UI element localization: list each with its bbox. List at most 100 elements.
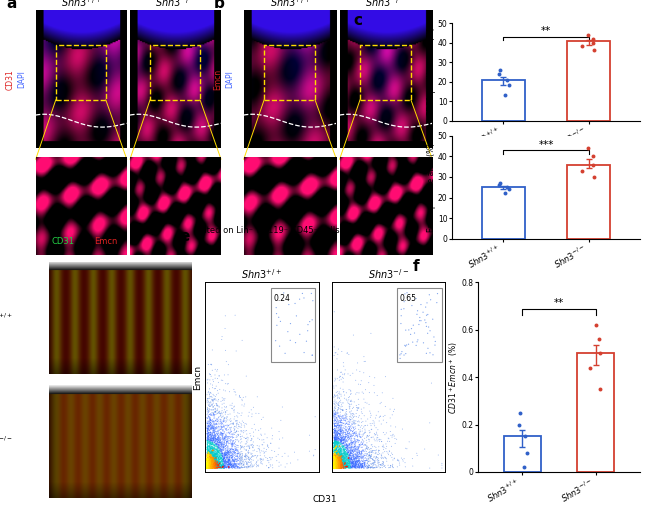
Point [354, 437, 365, 445]
Point [335, 452, 345, 460]
Point [334, 458, 345, 466]
Point [213, 451, 224, 459]
Point [332, 459, 343, 467]
Point [350, 459, 361, 467]
Point [207, 424, 217, 432]
Point [339, 461, 350, 469]
Point [216, 436, 226, 444]
Point [347, 456, 358, 464]
Point [329, 462, 339, 470]
Point [350, 439, 361, 447]
Point [206, 463, 216, 471]
Point [329, 443, 339, 451]
Point [330, 423, 341, 431]
Point [333, 400, 343, 408]
Point [205, 440, 216, 448]
Point [205, 455, 215, 463]
Point [202, 461, 213, 469]
Point [215, 463, 226, 471]
Point [331, 458, 341, 466]
Point [202, 407, 213, 415]
Point [215, 460, 226, 468]
Point [227, 461, 238, 469]
Point [205, 428, 216, 436]
Point [349, 461, 359, 469]
Point [202, 455, 213, 463]
Point [280, 449, 290, 458]
Point [387, 433, 397, 441]
Point [340, 447, 350, 456]
Point [208, 446, 218, 455]
Point [387, 462, 398, 470]
Point [203, 456, 213, 464]
Point [210, 405, 220, 413]
Point [333, 439, 344, 447]
Point [228, 452, 239, 461]
Point [356, 461, 367, 469]
Point [222, 449, 232, 458]
Point [333, 429, 343, 437]
Point [333, 418, 343, 426]
Point [230, 460, 240, 468]
Point [215, 459, 226, 467]
Point [336, 460, 346, 468]
Point [234, 464, 244, 472]
Point [348, 461, 358, 469]
Point [202, 456, 213, 464]
Point [356, 449, 366, 457]
Point [342, 452, 352, 461]
Point [332, 464, 342, 472]
Point [331, 460, 341, 468]
Point [332, 463, 342, 471]
Point [330, 451, 340, 459]
Point [207, 417, 217, 425]
Point [331, 422, 341, 430]
Point [335, 443, 345, 451]
Point [385, 431, 396, 440]
Point [207, 455, 217, 463]
Point [337, 461, 347, 469]
Point [214, 454, 224, 462]
Point [213, 431, 224, 440]
Point [347, 409, 358, 418]
Point [204, 458, 214, 466]
Point [333, 447, 343, 455]
Point [336, 428, 346, 436]
Point [226, 454, 237, 462]
Point [348, 450, 358, 458]
Point [206, 462, 216, 470]
Point [333, 447, 343, 456]
Point [218, 461, 228, 469]
Point [333, 461, 343, 469]
Point [250, 451, 261, 460]
Point [209, 454, 220, 462]
Point [203, 462, 213, 470]
Point [203, 460, 214, 468]
Point [204, 461, 214, 469]
Point [213, 448, 224, 456]
Point [330, 403, 340, 411]
Point [332, 462, 343, 470]
Point [224, 463, 234, 471]
Point [203, 461, 214, 469]
Point [220, 439, 230, 447]
Point [224, 456, 235, 464]
Point [334, 460, 345, 468]
Point [272, 321, 282, 329]
Point [354, 425, 364, 433]
Point [207, 425, 217, 433]
Point [330, 463, 341, 471]
Point [330, 456, 341, 464]
Point [227, 443, 238, 451]
Point [222, 432, 233, 441]
Point [212, 450, 222, 459]
Point [331, 457, 341, 465]
Point [211, 440, 221, 448]
Point [204, 460, 214, 468]
Point [329, 462, 339, 470]
Point [207, 463, 218, 471]
Point [333, 426, 344, 435]
Point [203, 436, 214, 444]
Point [406, 330, 416, 339]
Point [332, 458, 342, 466]
